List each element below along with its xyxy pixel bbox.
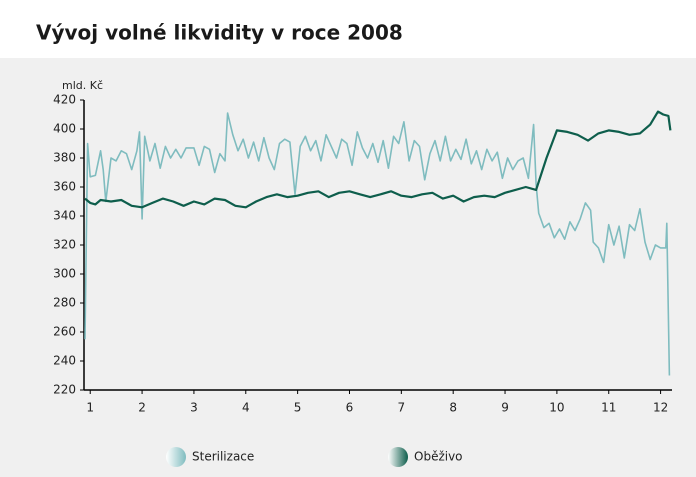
x-tick-label: 1 (86, 401, 94, 415)
y-tick-label: 320 (53, 238, 76, 252)
y-tick-label: 400 (53, 122, 76, 136)
legend-label: Sterilizace (192, 450, 254, 464)
x-tick-label: 3 (190, 401, 198, 415)
x-tick-label: 9 (501, 401, 509, 415)
x-tick-label: 2 (138, 401, 146, 415)
line-series (84, 110, 672, 209)
x-tick-label: 7 (398, 401, 406, 415)
line-series (84, 112, 671, 376)
y-tick-label: 220 (53, 383, 76, 397)
x-tick-label: 6 (346, 401, 354, 415)
y-tick-label: 380 (53, 151, 76, 165)
y-tick-label: 260 (53, 325, 76, 339)
y-tick-label: 420 (53, 93, 76, 107)
y-tick-label: 240 (53, 354, 76, 368)
y-tick-label: 340 (53, 209, 76, 223)
title-band (0, 0, 696, 58)
y-tick-label: 300 (53, 267, 76, 281)
legend-swatch (388, 447, 408, 467)
x-tick-label: 5 (294, 401, 302, 415)
y-tick-label: 280 (53, 296, 76, 310)
x-tick-label: 8 (449, 401, 457, 415)
x-tick-label: 11 (601, 401, 616, 415)
x-tick-label: 12 (653, 401, 668, 415)
chart-title: Vývoj volné likvidity v roce 2008 (36, 21, 403, 45)
x-tick-label: 4 (242, 401, 250, 415)
legend-swatch (166, 447, 186, 467)
x-tick-label: 10 (549, 401, 564, 415)
legend-label: Oběživo (414, 450, 463, 464)
y-tick-label: 360 (53, 180, 76, 194)
y-axis-label: mld. Kč (62, 79, 103, 92)
